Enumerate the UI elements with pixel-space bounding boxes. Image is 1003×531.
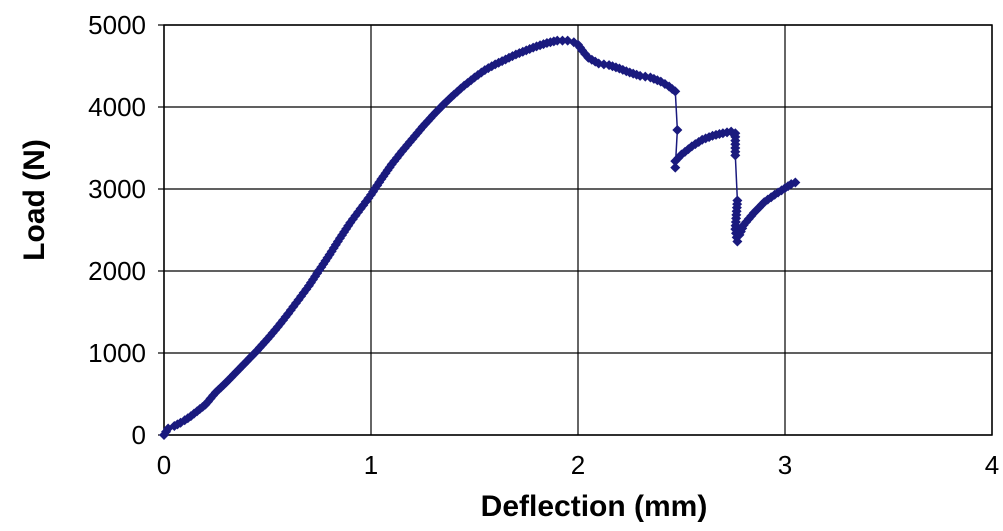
y-tick-label: 0 — [132, 420, 146, 450]
plot-area-border — [163, 24, 993, 436]
gridlines — [158, 24, 993, 436]
data-point — [557, 35, 568, 46]
x-tick-label: 1 — [364, 450, 378, 480]
data-point — [790, 177, 801, 188]
x-tick-label: 2 — [571, 450, 585, 480]
x-axis-title: Deflection (mm) — [481, 490, 708, 523]
x-tick-label: 0 — [157, 450, 171, 480]
data-point — [415, 124, 426, 135]
data-point — [672, 124, 683, 135]
series-load — [159, 35, 801, 440]
y-tick-label: 1000 — [88, 338, 146, 368]
y-tick-label: 5000 — [88, 10, 146, 40]
data-point — [552, 35, 563, 46]
y-axis-title: Load (N) — [18, 139, 51, 261]
y-tick-label: 2000 — [88, 256, 146, 286]
series-line — [163, 39, 796, 436]
y-tick-label: 3000 — [88, 174, 146, 204]
x-tick-label: 4 — [985, 450, 999, 480]
y-tick-label: 4000 — [88, 92, 146, 122]
data-point — [670, 162, 681, 173]
tick-labels: 0 1 2 3 4 0 1000 2000 3000 4000 5000 — [88, 10, 999, 480]
data-point — [670, 86, 681, 97]
x-tick-label: 3 — [778, 450, 792, 480]
data-point — [730, 150, 741, 161]
